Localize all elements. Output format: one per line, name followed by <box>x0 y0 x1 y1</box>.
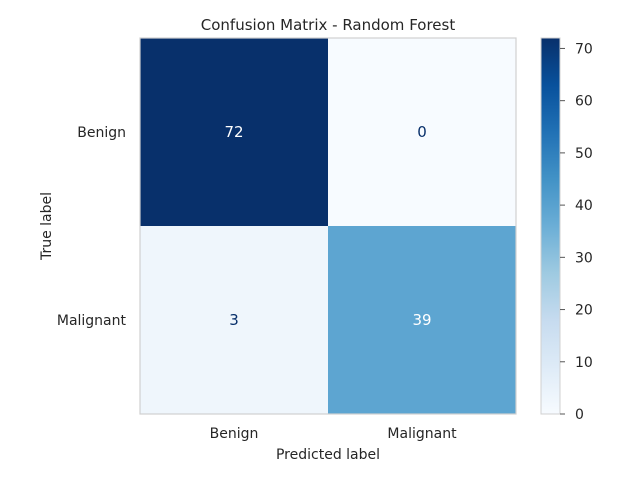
colorbar-tick-label: 50 <box>575 146 593 162</box>
heatmap-cell <box>328 226 516 414</box>
cell-value-label: 39 <box>412 311 431 329</box>
heatmap-cell <box>140 226 328 414</box>
cell-value-label: 3 <box>229 311 239 329</box>
colorbar-tick-label: 10 <box>575 355 593 371</box>
colorbar-tick-label: 70 <box>575 41 593 57</box>
x-tick-label: Malignant <box>387 426 457 442</box>
chart-title: Confusion Matrix - Random Forest <box>201 16 456 34</box>
y-tick-labels: Benign Malignant <box>57 125 127 329</box>
colorbar-tick-label: 30 <box>575 250 593 266</box>
colorbar-tick-label: 20 <box>575 303 593 319</box>
x-tick-label: Benign <box>210 426 259 442</box>
cell-value-label: 72 <box>224 123 243 141</box>
heatmap-cell <box>140 38 328 226</box>
y-axis-label: True label <box>39 192 55 261</box>
y-tick-label: Benign <box>77 125 126 141</box>
colorbar-tick-label: 0 <box>575 407 584 423</box>
colorbar-tick-labels: 0 10 20 30 40 50 60 70 <box>560 41 593 423</box>
cell-value-label: 0 <box>417 123 427 141</box>
heatmap-cells <box>140 38 516 414</box>
colorbar-tick-label: 60 <box>575 94 593 110</box>
heatmap-cell <box>328 38 516 226</box>
y-tick-label: Malignant <box>57 313 127 329</box>
colorbar-tick-label: 40 <box>575 198 593 214</box>
x-tick-labels: Benign Malignant <box>210 426 457 442</box>
cell-value-labels: 72 0 3 39 <box>224 123 431 329</box>
x-axis-label: Predicted label <box>276 447 380 463</box>
colorbar <box>540 37 561 415</box>
plot-frame <box>139 37 517 415</box>
